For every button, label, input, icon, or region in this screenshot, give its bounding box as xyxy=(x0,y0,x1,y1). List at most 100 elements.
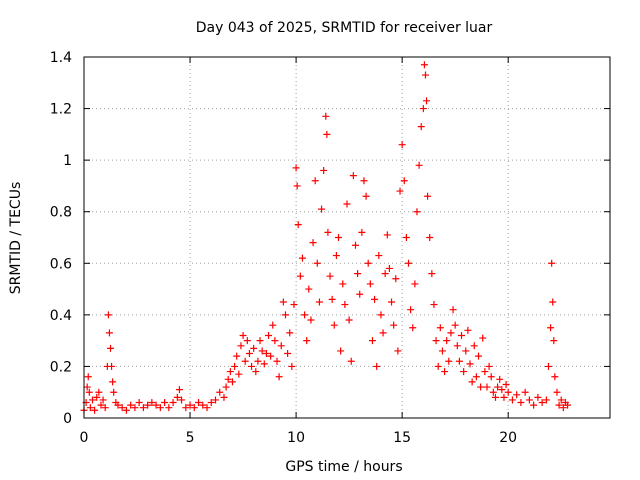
data-point xyxy=(281,311,289,319)
data-point xyxy=(542,396,550,404)
data-point xyxy=(438,347,446,355)
data-point xyxy=(550,337,558,345)
data-point xyxy=(351,241,359,249)
data-point xyxy=(108,362,116,370)
y-tick-label: 0.2 xyxy=(50,359,72,375)
data-point xyxy=(498,386,506,394)
data-point xyxy=(110,388,118,396)
data-point xyxy=(544,362,552,370)
data-point xyxy=(178,396,186,404)
data-point xyxy=(122,406,130,414)
data-point xyxy=(241,357,249,365)
data-point xyxy=(345,316,353,324)
data-point xyxy=(485,362,493,370)
data-point xyxy=(104,311,112,319)
data-point xyxy=(390,321,398,329)
data-point xyxy=(383,231,391,239)
data-point xyxy=(148,399,156,407)
data-point xyxy=(292,164,300,172)
data-point xyxy=(496,375,504,383)
data-point xyxy=(375,252,383,260)
data-points xyxy=(80,61,572,414)
data-point xyxy=(277,342,285,350)
data-point xyxy=(489,388,497,396)
data-point xyxy=(335,234,343,241)
data-point xyxy=(301,311,309,319)
data-point xyxy=(385,264,393,272)
data-point xyxy=(169,399,177,407)
data-point xyxy=(364,259,372,267)
data-point xyxy=(105,329,113,337)
data-point xyxy=(470,342,478,350)
data-point xyxy=(466,360,474,368)
data-point xyxy=(84,373,92,381)
data-point xyxy=(458,331,466,339)
data-point xyxy=(421,71,429,79)
data-point xyxy=(371,295,379,303)
data-point xyxy=(424,192,432,200)
data-point xyxy=(475,352,482,360)
data-point xyxy=(83,383,91,391)
grid-lines xyxy=(84,57,610,418)
data-point xyxy=(332,252,340,260)
data-point xyxy=(487,373,495,381)
data-point xyxy=(315,298,323,306)
data-point xyxy=(307,316,315,324)
data-point xyxy=(358,228,366,236)
y-tick-labels: 0 0.2 0.4 0.6 0.8 1 1.2 1.4 xyxy=(50,50,72,427)
data-point xyxy=(559,404,567,412)
data-point xyxy=(500,393,508,401)
data-point xyxy=(481,368,489,376)
data-point xyxy=(426,234,434,241)
data-point xyxy=(328,295,336,303)
data-point xyxy=(455,357,463,365)
data-point xyxy=(293,182,301,190)
data-point xyxy=(173,393,181,401)
data-point xyxy=(207,399,215,407)
data-point xyxy=(525,396,533,404)
data-point xyxy=(175,386,183,394)
y-tick-label: 0 xyxy=(63,411,72,427)
data-point xyxy=(549,298,557,306)
data-point xyxy=(396,187,404,195)
data-point xyxy=(436,324,444,332)
data-point xyxy=(139,404,147,412)
data-point xyxy=(377,311,385,319)
data-point xyxy=(447,329,455,337)
data-point xyxy=(313,259,321,267)
x-tick-label: 10 xyxy=(287,430,305,446)
data-point xyxy=(468,378,476,386)
data-point xyxy=(394,347,402,355)
data-point xyxy=(477,383,485,391)
y-tick-label: 1 xyxy=(63,153,72,169)
data-point xyxy=(534,393,542,401)
data-point xyxy=(286,329,294,337)
axis-ticks xyxy=(83,56,610,419)
data-point xyxy=(428,270,436,278)
data-point xyxy=(243,337,251,345)
data-point xyxy=(99,396,107,404)
data-point xyxy=(91,406,99,414)
data-point xyxy=(388,298,396,306)
data-point xyxy=(114,401,122,409)
data-point xyxy=(109,378,117,386)
data-point xyxy=(303,337,311,345)
data-point xyxy=(86,404,94,412)
data-point xyxy=(298,254,306,262)
data-point xyxy=(547,324,555,332)
data-point xyxy=(258,347,266,355)
data-point xyxy=(341,301,349,309)
data-point xyxy=(521,388,529,396)
data-point xyxy=(415,161,423,169)
data-point xyxy=(152,401,160,409)
data-point xyxy=(273,357,281,365)
y-tick-label: 0.6 xyxy=(50,256,72,272)
data-point xyxy=(366,280,374,288)
data-point xyxy=(239,331,247,339)
data-point xyxy=(265,331,273,339)
data-point xyxy=(460,368,468,376)
data-point xyxy=(445,357,453,365)
data-point xyxy=(517,399,525,407)
data-point xyxy=(182,404,190,412)
